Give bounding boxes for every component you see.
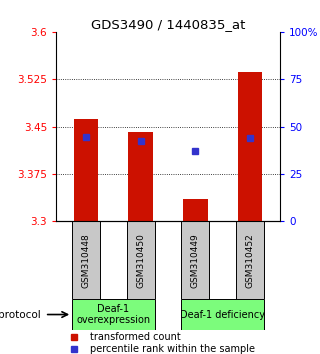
Bar (72, 221, 100, 299)
Text: GSM310452: GSM310452 (245, 233, 254, 287)
Bar (236, 221, 264, 299)
Bar (127, 221, 155, 299)
Text: GSM310450: GSM310450 (136, 233, 145, 288)
Bar (238, 72, 262, 221)
Title: GDS3490 / 1440835_at: GDS3490 / 1440835_at (91, 18, 245, 31)
Text: Deaf-1 deficiency: Deaf-1 deficiency (180, 309, 265, 320)
Text: protocol: protocol (0, 309, 40, 320)
Text: percentile rank within the sample: percentile rank within the sample (90, 344, 255, 354)
Text: transformed count: transformed count (90, 332, 181, 342)
Text: GSM310449: GSM310449 (191, 233, 200, 287)
Text: Deaf-1
overexpression: Deaf-1 overexpression (76, 304, 150, 325)
Bar (181, 299, 264, 330)
Bar (181, 221, 209, 299)
Text: GSM310448: GSM310448 (82, 233, 91, 287)
Bar (128, 132, 153, 221)
Bar (74, 119, 98, 221)
Bar (72, 299, 155, 330)
Bar (183, 199, 208, 221)
